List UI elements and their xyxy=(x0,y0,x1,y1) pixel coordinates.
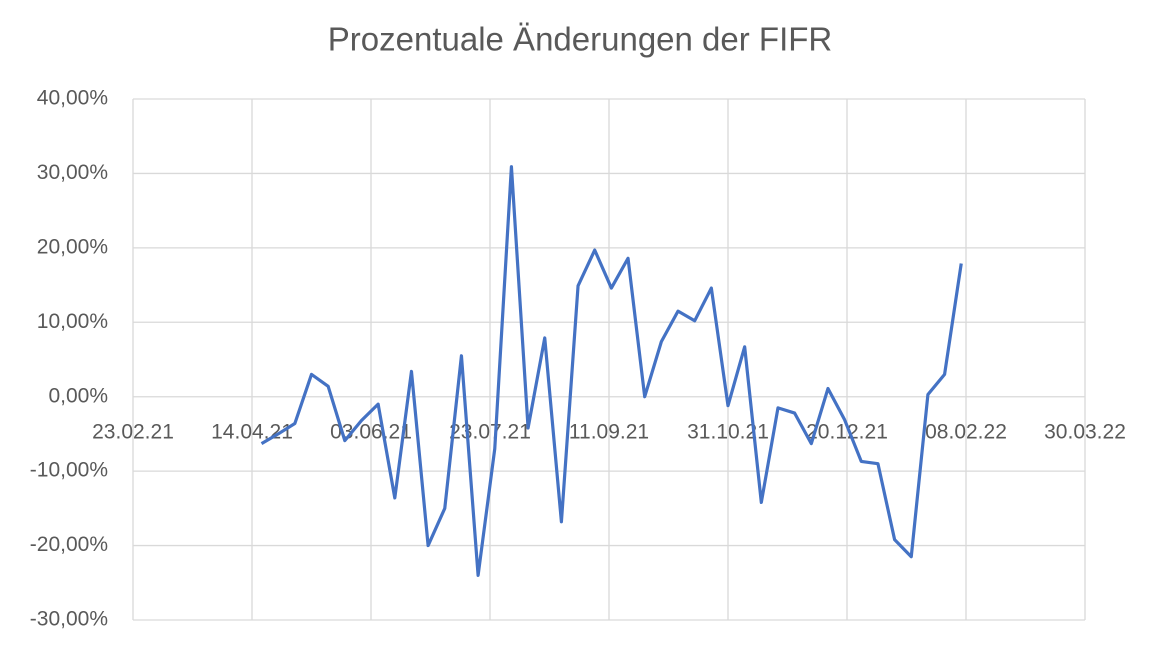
x-tick-label: 23.02.21 xyxy=(92,420,174,443)
y-tick-label: -10,00% xyxy=(30,459,108,482)
x-tick-label: 03.06.21 xyxy=(330,420,412,443)
y-tick-label: 30,00% xyxy=(37,161,108,184)
y-tick-label: 10,00% xyxy=(37,310,108,333)
data-line xyxy=(260,165,963,577)
x-tick-label: 20.12.21 xyxy=(806,420,888,443)
x-tick-label: 11.09.21 xyxy=(569,420,649,443)
y-tick-label: 40,00% xyxy=(37,87,108,110)
y-tick-label: -20,00% xyxy=(30,533,108,556)
y-tick-label: -30,00% xyxy=(30,608,108,631)
x-tick-label: 30.03.22 xyxy=(1044,420,1126,443)
chart-title: Prozentuale Änderungen der FIFR xyxy=(328,21,832,58)
y-tick-label: 20,00% xyxy=(37,235,108,258)
x-tick-label: 08.02.22 xyxy=(925,420,1007,443)
x-tick-label: 31.10.21 xyxy=(687,420,769,443)
x-tick-label: 23.07.21 xyxy=(449,420,531,443)
y-tick-label: 0,00% xyxy=(48,384,108,407)
